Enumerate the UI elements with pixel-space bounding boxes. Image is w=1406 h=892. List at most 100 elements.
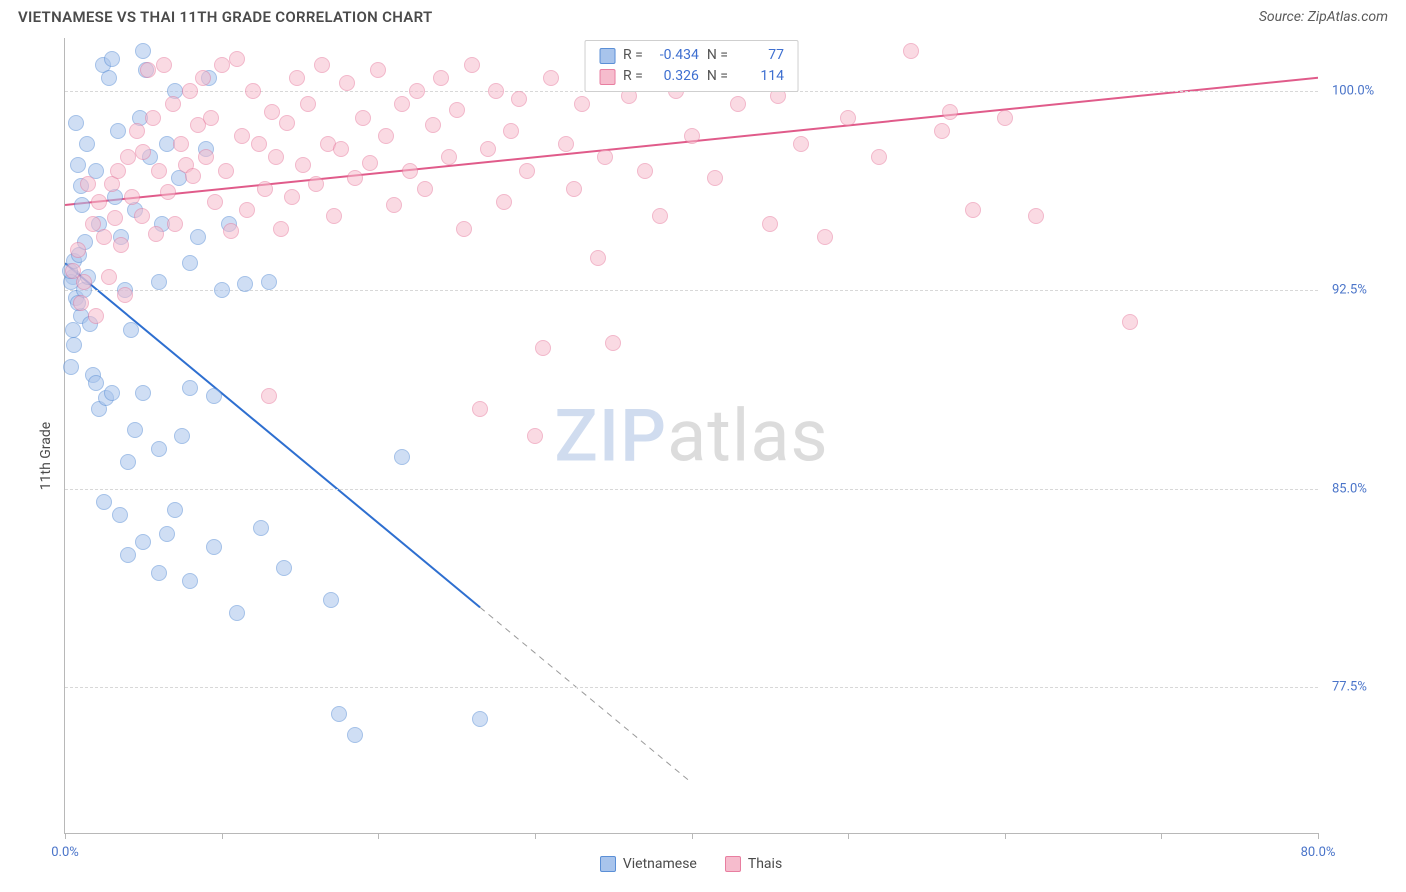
source-credit: Source: ZipAtlas.com [1259, 9, 1388, 25]
data-point [308, 176, 324, 192]
data-point [1028, 208, 1044, 224]
data-point [527, 428, 543, 444]
y-tick-label: 85.0% [1332, 481, 1367, 496]
data-point [253, 520, 269, 536]
data-point [488, 83, 504, 99]
data-point [107, 210, 123, 226]
data-point [234, 128, 250, 144]
data-point [295, 157, 311, 173]
data-point [300, 96, 316, 112]
data-point [394, 449, 410, 465]
series-swatch [599, 48, 615, 64]
data-point [182, 83, 198, 99]
data-point [496, 194, 512, 210]
watermark: ZIPatlas [554, 393, 828, 478]
data-point [251, 136, 267, 152]
data-point [96, 494, 112, 510]
data-point [871, 149, 887, 165]
gridline [65, 290, 1318, 291]
data-point [70, 242, 86, 258]
data-point [597, 149, 613, 165]
data-point [91, 194, 107, 210]
data-point [120, 454, 136, 470]
data-point [167, 216, 183, 232]
data-point [117, 287, 133, 303]
data-point [120, 149, 136, 165]
data-point [289, 70, 305, 86]
legend: Vietnamese Thais [64, 856, 1318, 876]
data-point [314, 57, 330, 73]
data-point [433, 70, 449, 86]
data-point [456, 221, 472, 237]
data-point [355, 110, 371, 126]
data-point [347, 170, 363, 186]
stat-r-label: R = [623, 66, 643, 87]
data-point [104, 51, 120, 67]
x-tick [692, 833, 693, 839]
data-point [276, 560, 292, 576]
data-point [120, 547, 136, 563]
data-point [182, 255, 198, 271]
x-tick [1005, 833, 1006, 839]
data-point [185, 168, 201, 184]
data-point [148, 226, 164, 242]
data-point [543, 70, 559, 86]
chart-area: 11th Grade ZIPatlas 77.5%85.0%92.5%100.0… [18, 38, 1388, 874]
data-point [127, 422, 143, 438]
data-point [464, 57, 480, 73]
data-point [535, 340, 551, 356]
data-point [441, 149, 457, 165]
data-point [326, 208, 342, 224]
data-point [80, 176, 96, 192]
stat-n-value: 77 [736, 45, 784, 66]
data-point [206, 539, 222, 555]
data-point [140, 62, 156, 78]
data-point [284, 189, 300, 205]
data-point [190, 229, 206, 245]
data-point [237, 276, 253, 292]
y-tick-label: 100.0% [1332, 84, 1374, 99]
data-point [942, 104, 958, 120]
data-point [123, 322, 139, 338]
data-point [110, 163, 126, 179]
data-point [76, 274, 92, 290]
x-tick [848, 833, 849, 839]
data-point [840, 110, 856, 126]
data-point [145, 110, 161, 126]
data-point [707, 170, 723, 186]
legend-label: Vietnamese [623, 856, 697, 872]
data-point [151, 565, 167, 581]
data-point [79, 136, 95, 152]
data-point [605, 335, 621, 351]
data-point [934, 123, 950, 139]
data-point [151, 163, 167, 179]
y-tick-label: 92.5% [1332, 282, 1367, 297]
data-point [101, 70, 117, 86]
data-point [425, 117, 441, 133]
stat-r-value: -0.434 [651, 45, 699, 66]
data-point [229, 605, 245, 621]
stat-r-label: R = [623, 45, 643, 66]
data-point [135, 385, 151, 401]
data-point [394, 96, 410, 112]
data-point [511, 91, 527, 107]
data-point [96, 229, 112, 245]
stat-n-value: 114 [736, 66, 784, 87]
stats-box: R =-0.434N =77R =0.326N =114 [584, 40, 799, 92]
data-point [903, 43, 919, 59]
data-point [762, 216, 778, 232]
data-point [182, 573, 198, 589]
data-point [65, 322, 81, 338]
data-point [997, 110, 1013, 126]
x-tick [222, 833, 223, 839]
data-point [566, 181, 582, 197]
legend-item: Thais [725, 856, 782, 872]
data-point [472, 401, 488, 417]
y-tick-label: 77.5% [1332, 680, 1367, 695]
data-point [113, 237, 129, 253]
data-point [652, 208, 668, 224]
stat-n-label: N = [707, 45, 728, 66]
data-point [112, 507, 128, 523]
data-point [472, 711, 488, 727]
legend-swatch [725, 856, 741, 872]
